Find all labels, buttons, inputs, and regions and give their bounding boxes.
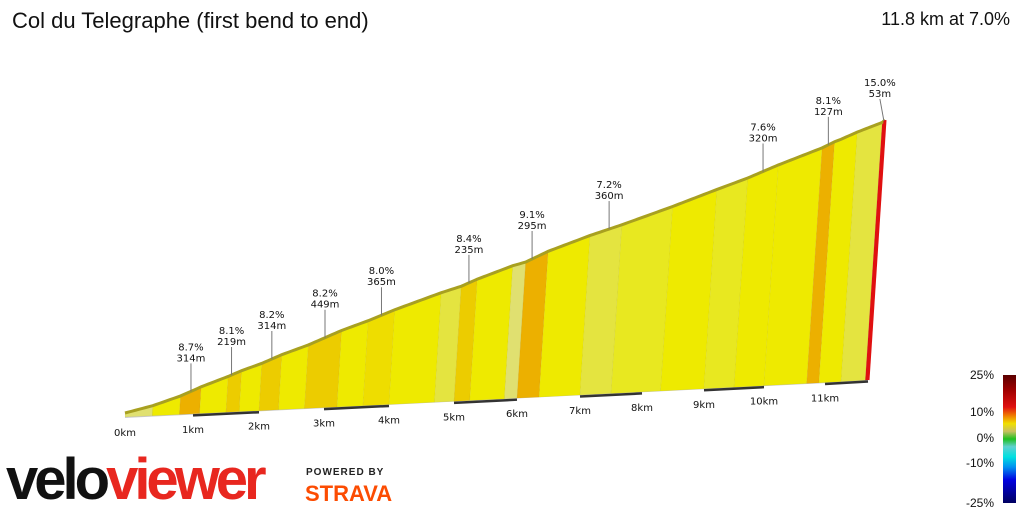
- annotation-length: 53m: [869, 89, 891, 100]
- annotation-gradient: 7.6%: [750, 122, 775, 133]
- x-tick-label: 9km: [693, 400, 715, 411]
- x-tick-label: 7km: [569, 406, 591, 417]
- km-band: [579, 392, 643, 398]
- annotation-gradient: 15.0%: [864, 78, 896, 89]
- legend-label: -10%: [965, 456, 994, 470]
- annotation-leader: [879, 98, 885, 122]
- annotation-length: 235m: [455, 245, 484, 256]
- x-tick-label: 4km: [378, 415, 400, 426]
- strava-logo[interactable]: STRAVA: [305, 481, 393, 506]
- gradient-color-scale: [1003, 375, 1016, 503]
- annotation-length: 219m: [217, 337, 246, 348]
- final-segment-edge: [866, 119, 887, 381]
- km-band: [703, 385, 765, 392]
- km-band: [453, 398, 518, 405]
- climb-summary: 11.8 km at 7.0%: [881, 9, 1010, 29]
- annotation-gradient: 8.1%: [816, 96, 841, 107]
- profile-ridge: [124, 118, 886, 415]
- x-tick-label: 2km: [248, 422, 270, 433]
- annotation-gradient: 8.1%: [219, 326, 244, 337]
- legend-label: 10%: [969, 405, 994, 419]
- veloviewer-logo[interactable]: veloviewer: [6, 447, 267, 512]
- annotation-length: 314m: [257, 321, 286, 332]
- legend-label: 25%: [969, 368, 994, 382]
- gradient-segment: [304, 330, 342, 409]
- annotation-length: 314m: [177, 353, 206, 364]
- annotation-gradient: 8.4%: [456, 234, 481, 245]
- powered-by-text: POWERED BY: [306, 467, 385, 478]
- x-tick-label: 8km: [631, 403, 653, 414]
- legend-label: -25%: [965, 496, 994, 510]
- annotation-gradient: 9.1%: [519, 210, 544, 221]
- annotation-gradient: 8.0%: [369, 266, 394, 277]
- annotation-gradient: 8.7%: [178, 342, 203, 353]
- annotation-length: 320m: [749, 133, 778, 144]
- x-tick-label: 10km: [750, 397, 778, 408]
- x-tick-label: 11km: [811, 394, 839, 405]
- x-tick-label: 6km: [506, 409, 528, 420]
- x-tick-label: 3km: [313, 419, 335, 430]
- annotation-length: 360m: [595, 191, 624, 202]
- annotation-length: 449m: [311, 300, 340, 311]
- x-tick-label: 5km: [443, 412, 465, 423]
- annotation-length: 127m: [814, 107, 843, 118]
- km-band: [323, 404, 390, 411]
- annotation-length: 365m: [367, 277, 396, 288]
- annotation-gradient: 7.2%: [596, 180, 621, 191]
- x-tick-label: 0km: [114, 428, 136, 439]
- annotation-length: 295m: [518, 221, 547, 232]
- legend-label: 0%: [976, 431, 994, 445]
- annotation-gradient: 8.2%: [312, 289, 337, 300]
- x-tick-label: 1km: [182, 425, 204, 436]
- chart-title: Col du Telegraphe (first bend to end): [12, 8, 369, 33]
- km-band: [824, 380, 869, 386]
- km-band: [192, 410, 260, 417]
- annotation-gradient: 8.2%: [259, 310, 284, 321]
